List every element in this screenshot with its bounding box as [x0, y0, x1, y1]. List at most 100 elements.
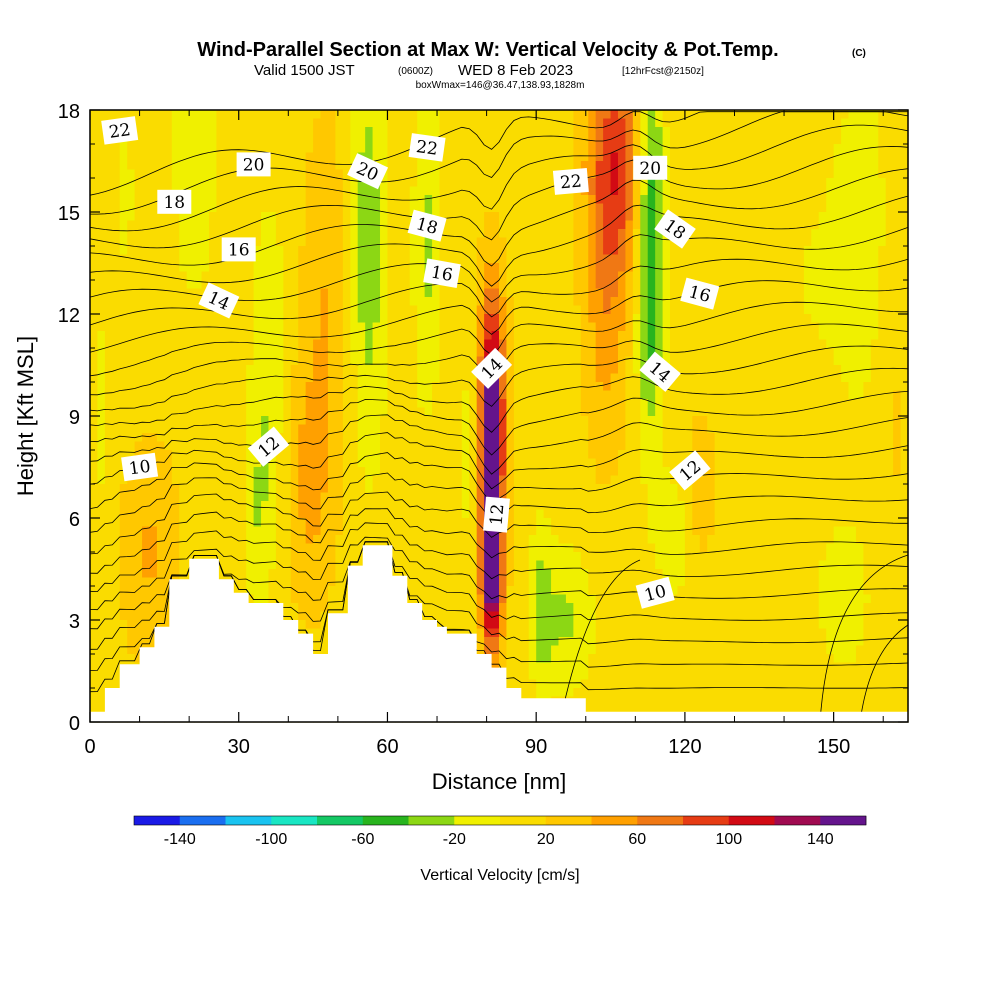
velocity-cell [684, 331, 693, 341]
velocity-cell [238, 118, 247, 128]
velocity-cell [119, 271, 128, 281]
velocity-cell [231, 458, 240, 468]
velocity-cell [491, 263, 500, 273]
velocity-cell [461, 441, 470, 451]
velocity-cell [543, 127, 552, 137]
velocity-cell [610, 373, 619, 383]
velocity-cell [402, 416, 411, 426]
velocity-cell [521, 186, 530, 196]
velocity-cell [261, 220, 270, 230]
velocity-cell [736, 365, 745, 375]
velocity-cell [365, 322, 374, 332]
velocity-cell [327, 254, 336, 264]
velocity-cell [208, 441, 218, 451]
velocity-cell [707, 441, 716, 451]
velocity-cell [283, 280, 292, 290]
velocity-cell [409, 348, 418, 358]
velocity-cell [491, 118, 500, 128]
velocity-cell [179, 161, 188, 171]
velocity-cell [194, 390, 203, 400]
velocity-cell [127, 220, 136, 230]
velocity-cell [610, 305, 619, 315]
velocity-cell [781, 263, 790, 273]
velocity-cell [119, 348, 128, 358]
velocity-cell [365, 297, 374, 307]
velocity-cell [506, 127, 515, 137]
velocity-cell [833, 203, 842, 213]
velocity-cell [677, 178, 686, 188]
velocity-cell [647, 467, 656, 477]
velocity-cell [543, 229, 552, 239]
velocity-cell [707, 135, 716, 145]
velocity-cell [446, 399, 455, 409]
velocity-cell [119, 416, 128, 426]
velocity-cell [261, 288, 270, 298]
velocity-cell [647, 484, 656, 494]
velocity-cell [424, 110, 433, 120]
velocity-cell [305, 186, 314, 196]
velocity-cell [90, 407, 99, 417]
velocity-cell [803, 203, 812, 213]
velocity-cell [774, 203, 783, 213]
velocity-cell [781, 339, 790, 349]
velocity-cell [127, 348, 136, 358]
velocity-cell [417, 475, 426, 485]
velocity-cell [149, 288, 158, 298]
velocity-cell [885, 110, 894, 120]
velocity-cell [112, 314, 121, 324]
velocity-cell [357, 467, 366, 477]
velocity-cell [320, 280, 329, 290]
velocity-cell [714, 220, 723, 230]
velocity-cell [208, 212, 218, 222]
velocity-cell [863, 331, 872, 341]
velocity-cell [104, 475, 113, 485]
velocity-cell [134, 152, 143, 162]
velocity-cell [342, 314, 351, 324]
velocity-cell [402, 365, 411, 375]
velocity-cell [142, 254, 151, 264]
velocity-cell [238, 110, 247, 120]
velocity-cell [588, 263, 597, 273]
velocity-cell [744, 373, 753, 383]
velocity-cell [380, 152, 389, 162]
velocity-cell [818, 314, 827, 324]
velocity-cell [714, 322, 723, 332]
velocity-cell [171, 237, 180, 247]
velocity-cell [848, 450, 857, 460]
velocity-cell [699, 246, 708, 256]
velocity-cell [424, 339, 433, 349]
velocity-cell [365, 237, 374, 247]
velocity-cell [863, 314, 872, 324]
velocity-cell [119, 254, 128, 264]
velocity-cell [275, 110, 284, 120]
velocity-cell [647, 237, 656, 247]
velocity-cell [142, 424, 151, 434]
velocity-cell [878, 288, 887, 298]
velocity-cell [729, 348, 738, 358]
velocity-cell [789, 237, 798, 247]
velocity-cell [484, 152, 493, 162]
velocity-cell [380, 297, 389, 307]
velocity-cell [878, 390, 887, 400]
velocity-cell [811, 441, 820, 451]
velocity-cell [893, 152, 902, 162]
velocity-cell [335, 110, 344, 120]
velocity-cell [558, 144, 567, 154]
velocity-cell [342, 450, 351, 460]
velocity-cell [104, 161, 113, 171]
velocity-cell [677, 152, 686, 162]
velocity-cell [662, 254, 671, 264]
velocity-cell [320, 467, 329, 477]
velocity-cell [610, 424, 619, 434]
velocity-cell [878, 433, 887, 443]
velocity-cell [484, 297, 493, 307]
velocity-cell [662, 178, 671, 188]
velocity-cell [893, 297, 902, 307]
velocity-cell [855, 458, 864, 468]
velocity-cell [692, 424, 701, 434]
velocity-cell [640, 144, 649, 154]
velocity-cell [580, 305, 589, 315]
velocity-cell [216, 127, 225, 137]
velocity-cell [789, 297, 798, 307]
velocity-cell [841, 254, 850, 264]
